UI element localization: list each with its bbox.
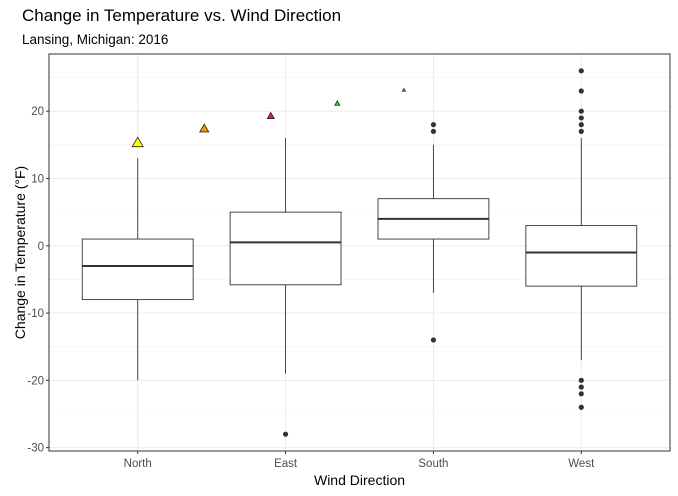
box-body xyxy=(525,225,638,287)
outlier-point xyxy=(578,115,584,121)
x-tick-label: South xyxy=(418,458,448,470)
x-tick-label: North xyxy=(124,458,152,470)
y-tick-label: 10 xyxy=(31,173,44,185)
outlier-point xyxy=(578,377,584,383)
triangle-marker xyxy=(199,123,210,133)
triangle-marker xyxy=(401,87,407,92)
y-tick-label: -30 xyxy=(27,443,44,455)
box-body xyxy=(229,211,342,286)
chart-title: Change in Temperature vs. Wind Direction xyxy=(22,6,342,25)
outlier-point xyxy=(578,68,584,74)
y-tick-label: 20 xyxy=(31,106,44,118)
panel-border xyxy=(48,53,671,452)
triangle-marker xyxy=(266,111,275,119)
x-tick-label: East xyxy=(274,458,298,470)
plot-data xyxy=(81,68,638,437)
outlier-point xyxy=(578,404,584,410)
box-east xyxy=(229,138,342,437)
box-west xyxy=(525,68,638,410)
y-tick-label: -20 xyxy=(27,375,44,387)
triangle-marker xyxy=(131,136,144,148)
outlier-point xyxy=(578,122,584,128)
triangle-marker xyxy=(334,100,341,106)
y-tick-label: -10 xyxy=(27,308,44,320)
box-south xyxy=(377,122,490,343)
outlier-point xyxy=(578,391,584,397)
x-tick-label: West xyxy=(568,458,595,470)
outlier-point xyxy=(578,128,584,134)
outlier-point xyxy=(430,337,437,343)
outlier-point xyxy=(282,431,289,437)
x-axis-title: Wind Direction xyxy=(314,472,405,488)
y-tick-label: 0 xyxy=(38,241,44,253)
outlier-point xyxy=(578,108,584,114)
box-north xyxy=(81,158,194,381)
box-body xyxy=(81,238,194,301)
outlier-point xyxy=(430,122,437,128)
outlier-point xyxy=(430,128,437,134)
outlier-point xyxy=(578,384,584,390)
chart-subtitle: Lansing, Michigan: 2016 xyxy=(22,32,169,47)
axes: -30 -20 -10 0 10 20 North East South West xyxy=(27,106,595,470)
outlier-point xyxy=(578,88,584,94)
y-axis-title: Change in Temperature (°F) xyxy=(12,166,28,339)
